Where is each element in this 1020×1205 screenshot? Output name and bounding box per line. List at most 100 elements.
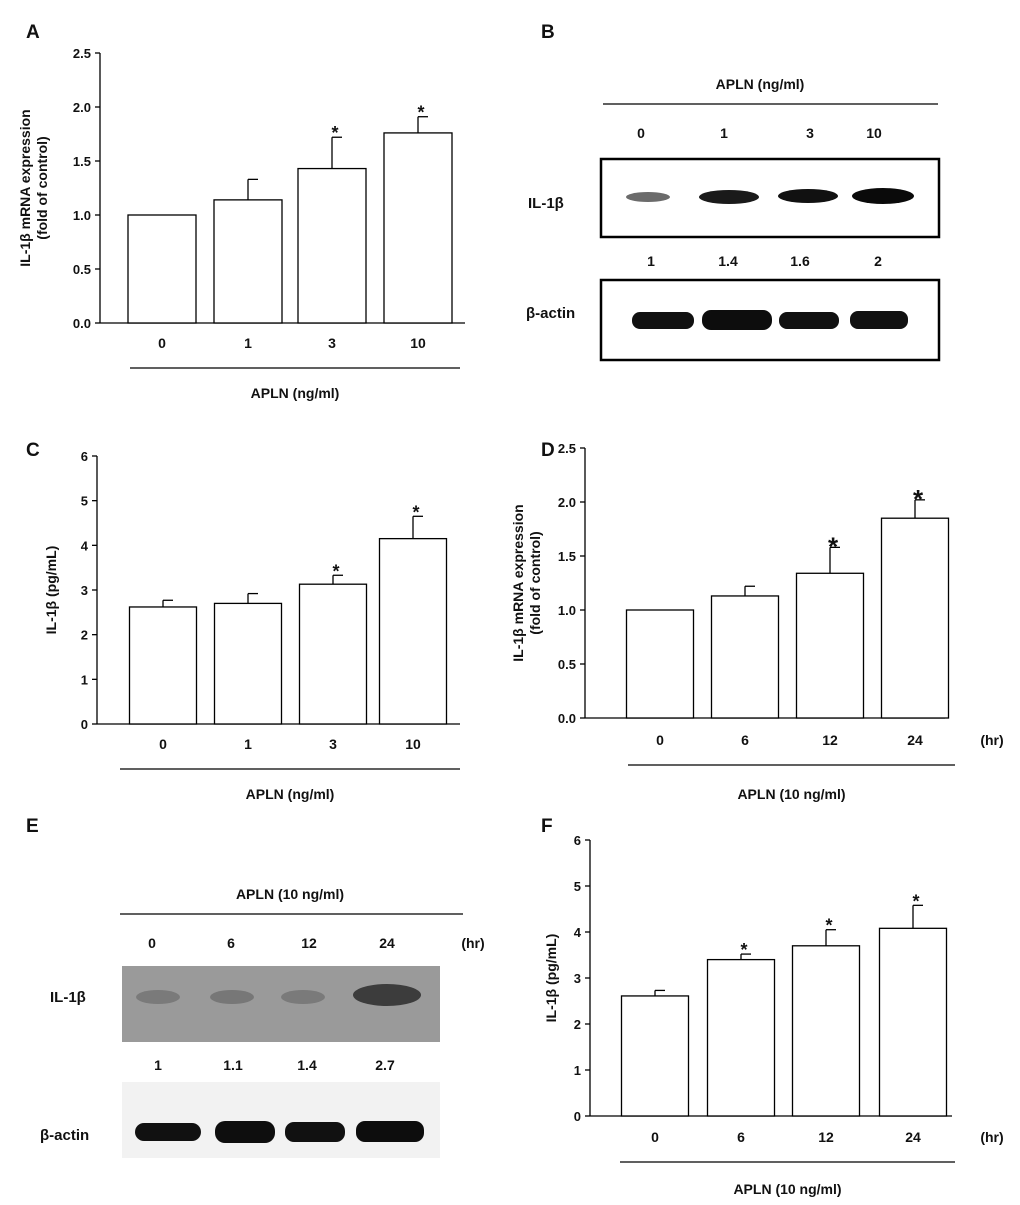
chart-f-category-label: 12 (818, 1129, 834, 1145)
blot-e-header: APLN (10 ng/ml) (236, 886, 344, 902)
blot-b-actin-band-2 (779, 312, 839, 329)
chart-a-bar (127, 214, 197, 324)
chart-c-significance-star: * (412, 502, 419, 522)
blot-b-quant-3: 2 (874, 253, 882, 269)
chart-c-ytick-label: 2 (81, 628, 88, 643)
chart-d-ytick-label: 1.0 (558, 603, 576, 618)
blot-e-quant-1: 1.1 (223, 1057, 243, 1073)
chart-c-significance-star: * (332, 561, 339, 581)
chart-c-bar (213, 602, 283, 725)
chart-f-ytick-label: 2 (574, 1017, 581, 1032)
panel-label-f: F (541, 816, 553, 837)
chart-c-category-label: 0 (159, 736, 167, 752)
chart-f-category-label: 24 (905, 1129, 921, 1145)
chart-f-ytick-label: 6 (574, 833, 581, 848)
chart-a-ytick-label: 2.0 (73, 100, 91, 115)
blot-b-quant-0: 1 (647, 253, 655, 269)
chart-d-y-label-line: IL-1β mRNA expression (510, 504, 526, 661)
panel-label-e: E (26, 816, 39, 837)
chart-a-category-label: 3 (328, 335, 336, 351)
western-blot-e: APLN (10 ng/ml) 0 6 12 24 (hr) IL-1β 1 1… (40, 886, 485, 1158)
chart-d-category-label: 0 (656, 732, 664, 748)
chart-f-ytick-label: 0 (574, 1109, 581, 1124)
chart-d-x-unit: (hr) (980, 732, 1003, 748)
chart-c-ytick-label: 1 (81, 672, 88, 687)
chart-d-x-label: APLN (10 ng/ml) (737, 786, 845, 802)
chart-a-x-label: APLN (ng/ml) (251, 385, 340, 401)
blot-e-protein-label: IL-1β (50, 989, 86, 1006)
blot-b-lane-2: 3 (806, 125, 814, 141)
chart-a-bar (383, 132, 453, 324)
chart-a-ytick-label: 1.0 (73, 208, 91, 223)
chart-f-y-label: IL-1β (pg/mL) (543, 934, 559, 1023)
chart-d-significance-star: * (828, 531, 839, 561)
blot-b-il1b-band-2 (778, 189, 838, 203)
chart-d: 0.0 0.5 1.0 1.5 2.0 2.5 0 6 * 12 * 24 (hr) APLN (10 n… (510, 441, 1004, 802)
blot-b-lane-0: 0 (637, 125, 645, 141)
chart-f-category-label: 6 (737, 1129, 745, 1145)
blot-b-actin-band-0 (632, 312, 694, 329)
blot-b-lane-3: 10 (866, 125, 882, 141)
blot-e-quant-2: 1.4 (297, 1057, 317, 1073)
blot-e-actin-band-1 (215, 1121, 275, 1143)
blot-e-il1b-band-1 (210, 990, 254, 1004)
blot-b-header: APLN (ng/ml) (716, 76, 805, 92)
chart-f-x-label: APLN (10 ng/ml) (733, 1181, 841, 1197)
chart-a-ytick-label: 0.5 (73, 262, 91, 277)
chart-d-category-label: 24 (907, 732, 923, 748)
chart-f-ytick-label: 5 (574, 879, 581, 894)
blot-e-actin-band-3 (356, 1121, 424, 1142)
blot-e-actin-band-0 (135, 1123, 201, 1141)
chart-d-ytick-label: 2.0 (558, 495, 576, 510)
chart-c-category-label: 1 (244, 736, 252, 752)
chart-f-bar (878, 927, 948, 1117)
chart-d-ytick-label: 2.5 (558, 441, 576, 456)
blot-b-il1b-band-1 (699, 190, 759, 204)
chart-d-ytick-label: 1.5 (558, 549, 576, 564)
chart-c-y-label-line: IL-1β (pg/mL) (43, 546, 59, 635)
chart-d-category-label: 12 (822, 732, 838, 748)
chart-c-ytick-label: 0 (81, 717, 88, 732)
chart-c-ytick-label: 6 (81, 449, 88, 464)
chart-c-ytick-label: 5 (81, 494, 88, 509)
chart-f-y-label-line: IL-1β (pg/mL) (543, 934, 559, 1023)
chart-f-significance-star: * (825, 916, 832, 936)
chart-f-bar (791, 945, 861, 1117)
blot-b-actin-band-3 (850, 311, 908, 329)
chart-a-category-label: 1 (244, 335, 252, 351)
chart-c-bar (378, 537, 448, 725)
chart-d-y-label: IL-1β mRNA expression(fold of control) (510, 504, 543, 661)
chart-a-ytick-label: 1.5 (73, 154, 91, 169)
panel-label-a: A (26, 22, 40, 43)
chart-a-category-label: 10 (410, 335, 426, 351)
blot-b-il1b-band-3 (852, 188, 914, 204)
chart-a-significance-star: * (331, 123, 338, 143)
blot-e-control-label: β-actin (40, 1127, 89, 1144)
chart-a-y-label: IL-1β mRNA expression(fold of control) (17, 109, 50, 266)
blot-e-il1b-band-3 (353, 984, 421, 1006)
chart-c-y-label: IL-1β (pg/mL) (43, 546, 59, 635)
chart-f-category-label: 0 (651, 1129, 659, 1145)
chart-d-y-label-line: (fold of control) (527, 531, 543, 634)
chart-d-significance-star: * (913, 484, 924, 514)
panel-label-c: C (26, 440, 40, 461)
blot-b-control-label: β-actin (526, 305, 575, 322)
blot-b-lane-1: 1 (720, 125, 728, 141)
chart-f-significance-star: * (912, 891, 919, 911)
blot-e-actin-membrane (122, 1082, 440, 1158)
blot-b-il1b-band-0 (626, 192, 670, 202)
chart-f-ytick-label: 4 (574, 925, 582, 940)
blot-e-lane-0: 0 (148, 935, 156, 951)
blot-e-lane-2: 12 (301, 935, 317, 951)
chart-a-ytick-label: 2.5 (73, 46, 91, 61)
chart-a: 0.0 0.5 1.0 1.5 2.0 2.5 0 1 * 3 * 10 APLN (ng/ml) IL-… (17, 46, 465, 401)
chart-f-ytick-label: 3 (574, 971, 581, 986)
blot-b-quant-2: 1.6 (790, 253, 810, 269)
blot-e-unit: (hr) (461, 935, 484, 951)
chart-a-y-label-line: (fold of control) (34, 136, 50, 239)
chart-d-ytick-label: 0.0 (558, 711, 576, 726)
chart-c-category-label: 10 (405, 736, 421, 752)
blot-b-quant-1: 1.4 (718, 253, 738, 269)
blot-e-lane-3: 24 (379, 935, 395, 951)
